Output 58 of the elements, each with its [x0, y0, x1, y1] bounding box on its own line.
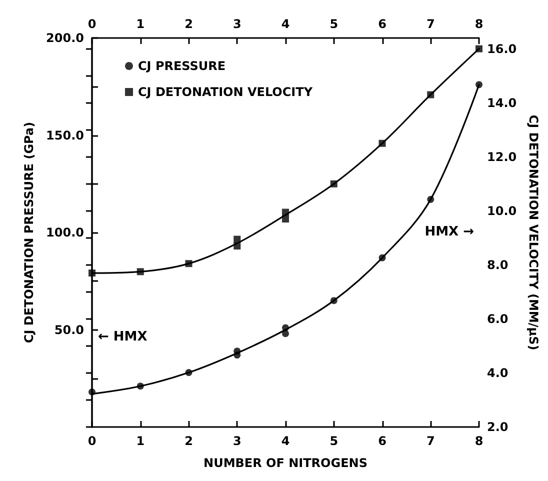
- y-tick-label: 200.0: [46, 31, 84, 45]
- y2-tick-label: 8.0: [487, 258, 508, 272]
- point: [234, 242, 241, 250]
- point: [330, 180, 338, 188]
- y2-tick-label: 10.0: [487, 204, 517, 218]
- point: [282, 215, 289, 222]
- point: [234, 236, 241, 243]
- x2-tick-label: 0: [88, 17, 96, 31]
- point: [282, 324, 289, 332]
- x2-tick-label: 2: [184, 17, 193, 31]
- point: [185, 260, 192, 268]
- x-axis-title: NUMBER OF NITROGENS: [204, 456, 368, 470]
- y2-tick-label: 12.0: [487, 150, 517, 164]
- x2-tick-label: 8: [474, 17, 484, 31]
- point: [88, 270, 96, 277]
- annotation: HMX →: [424, 224, 474, 240]
- y2-tick-label: 14.0: [487, 96, 517, 110]
- x-tick-label: 1: [136, 434, 145, 448]
- point: [88, 388, 96, 396]
- point: [427, 91, 434, 98]
- y-tick-label: 150.0: [46, 128, 84, 142]
- x-tick-label: 5: [330, 434, 338, 448]
- point: [282, 208, 289, 216]
- x2-tick-label: 4: [281, 17, 290, 31]
- point: [234, 348, 241, 355]
- legend-label: CJ PRESSURE: [138, 59, 226, 73]
- x-tick-label: 8: [474, 434, 484, 448]
- x2-tick-label: 3: [232, 17, 242, 31]
- x-tick-label: 4: [281, 434, 290, 448]
- x-tick-label: 7: [426, 434, 435, 448]
- point: [185, 369, 192, 376]
- y2-tick-label: 4.0: [487, 366, 508, 380]
- x2-tick-label: 5: [330, 17, 338, 31]
- point: [282, 330, 289, 338]
- y2-axis-title: CJ DETONATION VELOCITY (MM/μS): [526, 114, 541, 350]
- point: [330, 297, 338, 304]
- point: [378, 254, 386, 262]
- x-tick-label: 2: [184, 434, 193, 448]
- y2-tick-label: 16.0: [487, 42, 517, 56]
- annotation: ← HMX: [98, 330, 148, 344]
- point: [136, 268, 144, 276]
- x2-tick-label: 6: [378, 17, 386, 31]
- point: [427, 196, 434, 203]
- y-tick-label: 50.0: [54, 322, 84, 337]
- legend-label: CJ DETONATION VELOCITY: [138, 85, 313, 99]
- x2-tick-label: 7: [426, 17, 435, 31]
- point: [476, 81, 482, 88]
- point: [378, 140, 386, 147]
- y2-tick-label: 6.0: [487, 312, 508, 326]
- y2-tick-label: 2.0: [487, 420, 508, 434]
- y-tick-label: 100.0: [46, 226, 84, 240]
- point: [476, 45, 482, 52]
- y-axis-title: CJ DETONATION PRESSURE (GPa): [22, 122, 36, 344]
- x-tick-label: 3: [232, 434, 242, 448]
- x-tick-label: 6: [378, 434, 386, 448]
- point: [136, 382, 144, 390]
- x2-tick-label: 1: [136, 17, 145, 31]
- x-tick-label: 0: [88, 434, 96, 448]
